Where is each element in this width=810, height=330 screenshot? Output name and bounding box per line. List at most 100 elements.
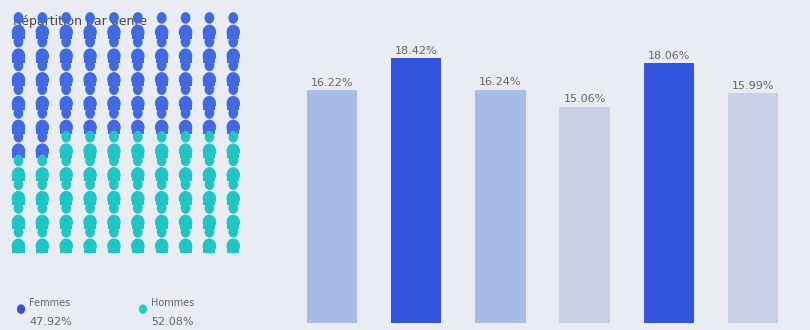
- Ellipse shape: [228, 49, 239, 63]
- Ellipse shape: [108, 215, 120, 229]
- Circle shape: [86, 203, 94, 213]
- Ellipse shape: [180, 239, 192, 253]
- Ellipse shape: [132, 192, 144, 205]
- Ellipse shape: [36, 239, 49, 253]
- FancyBboxPatch shape: [12, 246, 24, 253]
- FancyBboxPatch shape: [180, 175, 192, 182]
- Ellipse shape: [12, 25, 24, 39]
- Circle shape: [229, 108, 237, 118]
- Ellipse shape: [156, 120, 168, 134]
- Ellipse shape: [60, 25, 72, 39]
- FancyBboxPatch shape: [203, 222, 215, 229]
- FancyBboxPatch shape: [12, 32, 24, 39]
- FancyBboxPatch shape: [156, 198, 168, 205]
- Ellipse shape: [132, 49, 144, 63]
- Circle shape: [181, 37, 190, 47]
- Circle shape: [181, 84, 190, 94]
- Ellipse shape: [132, 215, 144, 229]
- FancyBboxPatch shape: [60, 80, 72, 86]
- Ellipse shape: [203, 120, 215, 134]
- FancyBboxPatch shape: [36, 246, 49, 253]
- FancyBboxPatch shape: [84, 246, 96, 253]
- Circle shape: [134, 132, 142, 142]
- Circle shape: [157, 108, 166, 118]
- FancyBboxPatch shape: [228, 127, 239, 134]
- FancyBboxPatch shape: [180, 80, 192, 86]
- Circle shape: [205, 37, 214, 47]
- Circle shape: [181, 60, 190, 71]
- Circle shape: [157, 227, 166, 237]
- Circle shape: [38, 132, 46, 142]
- Circle shape: [157, 203, 166, 213]
- FancyBboxPatch shape: [132, 246, 144, 253]
- FancyBboxPatch shape: [156, 127, 168, 134]
- Circle shape: [181, 132, 190, 142]
- FancyBboxPatch shape: [12, 103, 24, 110]
- FancyBboxPatch shape: [203, 56, 215, 63]
- Circle shape: [134, 179, 142, 189]
- Ellipse shape: [228, 192, 239, 205]
- Ellipse shape: [108, 97, 120, 110]
- Text: 16.22%: 16.22%: [311, 78, 353, 88]
- FancyBboxPatch shape: [180, 103, 192, 110]
- Circle shape: [110, 60, 118, 71]
- Ellipse shape: [156, 192, 168, 205]
- Ellipse shape: [180, 215, 192, 229]
- Ellipse shape: [36, 120, 49, 134]
- Circle shape: [229, 179, 237, 189]
- FancyBboxPatch shape: [108, 246, 120, 253]
- Bar: [644, 63, 694, 323]
- FancyBboxPatch shape: [180, 32, 192, 39]
- Circle shape: [181, 155, 190, 166]
- Ellipse shape: [12, 239, 24, 253]
- Ellipse shape: [12, 120, 24, 134]
- Ellipse shape: [84, 215, 96, 229]
- Circle shape: [18, 305, 24, 313]
- Ellipse shape: [228, 97, 239, 110]
- Ellipse shape: [36, 73, 49, 86]
- Circle shape: [38, 84, 46, 94]
- FancyBboxPatch shape: [108, 56, 120, 63]
- Circle shape: [86, 179, 94, 189]
- Circle shape: [15, 132, 23, 142]
- FancyBboxPatch shape: [12, 175, 24, 182]
- FancyBboxPatch shape: [203, 246, 215, 253]
- Ellipse shape: [203, 239, 215, 253]
- Circle shape: [229, 132, 237, 142]
- Ellipse shape: [12, 144, 24, 158]
- Text: 15.99%: 15.99%: [731, 81, 774, 91]
- FancyBboxPatch shape: [60, 222, 72, 229]
- FancyBboxPatch shape: [60, 198, 72, 205]
- Circle shape: [229, 203, 237, 213]
- Circle shape: [86, 155, 94, 166]
- Circle shape: [86, 37, 94, 47]
- Circle shape: [62, 60, 70, 71]
- Text: Femmes: Femmes: [29, 298, 70, 308]
- Circle shape: [110, 179, 118, 189]
- FancyBboxPatch shape: [156, 32, 168, 39]
- FancyBboxPatch shape: [36, 56, 49, 63]
- FancyBboxPatch shape: [156, 246, 168, 253]
- Ellipse shape: [60, 49, 72, 63]
- FancyBboxPatch shape: [180, 246, 192, 253]
- Ellipse shape: [228, 73, 239, 86]
- FancyBboxPatch shape: [156, 80, 168, 86]
- Ellipse shape: [203, 192, 215, 205]
- Ellipse shape: [156, 239, 168, 253]
- Ellipse shape: [156, 25, 168, 39]
- Circle shape: [38, 227, 46, 237]
- Circle shape: [15, 179, 23, 189]
- FancyBboxPatch shape: [203, 80, 215, 86]
- Circle shape: [229, 60, 237, 71]
- Circle shape: [62, 179, 70, 189]
- FancyBboxPatch shape: [12, 151, 24, 158]
- Circle shape: [205, 108, 214, 118]
- FancyBboxPatch shape: [156, 222, 168, 229]
- Circle shape: [86, 84, 94, 94]
- Ellipse shape: [180, 192, 192, 205]
- Ellipse shape: [60, 97, 72, 110]
- Circle shape: [110, 13, 118, 23]
- Bar: [560, 107, 610, 323]
- Ellipse shape: [12, 49, 24, 63]
- Ellipse shape: [228, 239, 239, 253]
